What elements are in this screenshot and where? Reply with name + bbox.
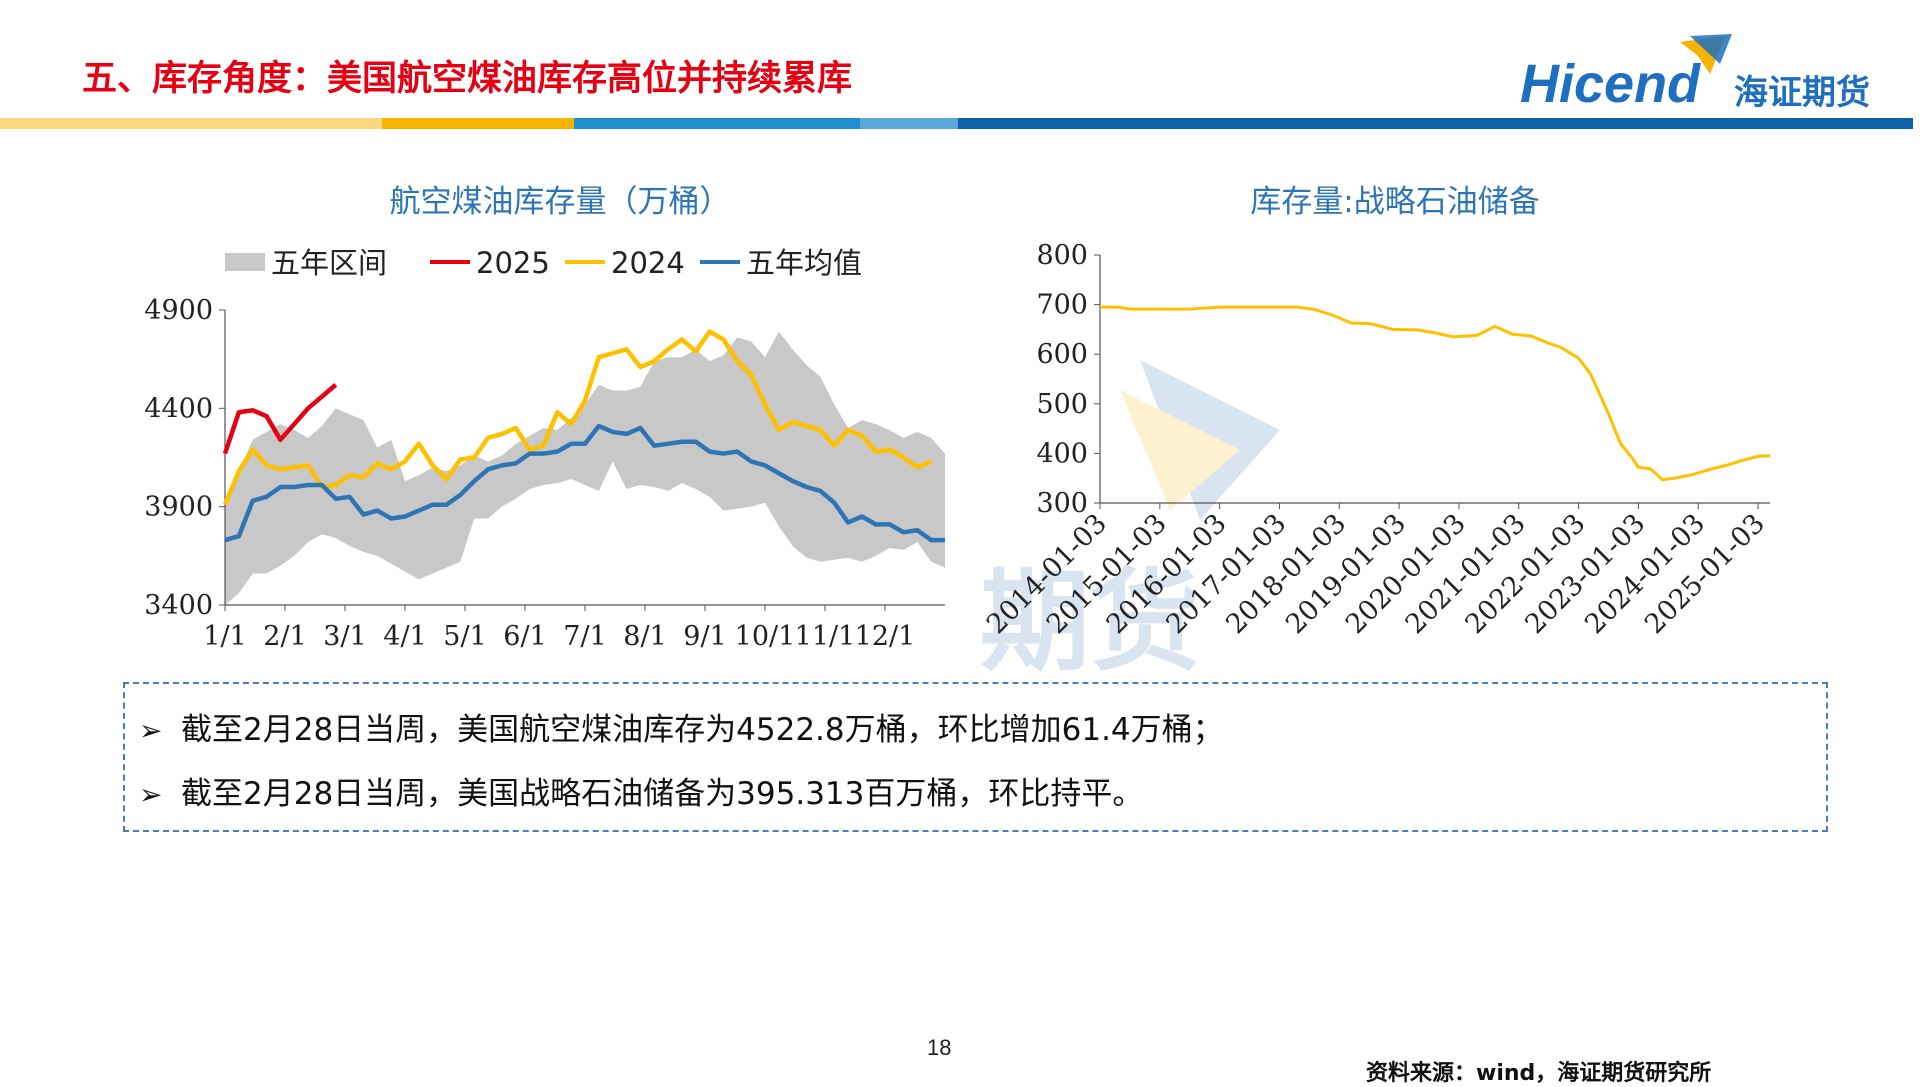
legend-label: 五年区间 [271, 246, 387, 280]
x-tick-label: 5/1 [443, 621, 486, 652]
x-tick-label: 3/1 [323, 621, 366, 652]
brand-cn: 海证期货 [1734, 73, 1870, 113]
arrow-bullet-icon: ➢ [139, 778, 163, 811]
legend-label: 五年均值 [746, 246, 862, 280]
legend-label: 2024 [611, 246, 685, 280]
y-tick-label: 700 [1036, 290, 1088, 321]
summary-box: ➢ 截至2月28日当周，美国航空煤油库存为4522.8万桶，环比增加61.4万桶；… [123, 682, 1828, 832]
x-tick-label: 8/1 [623, 621, 666, 652]
note-text: 截至2月28日当周，美国战略石油储备为395.313百万桶，环比持平。 [181, 776, 1144, 812]
y-tick-label: 300 [1036, 488, 1088, 519]
y-tick-label: 500 [1036, 389, 1088, 420]
x-tick-label: 6/1 [503, 621, 546, 652]
series-line-2025 [222, 383, 338, 455]
x-tick-label: 2/1 [263, 621, 306, 652]
spr-series-line [1100, 305, 1770, 482]
note-item-1: ➢ 截至2月28日当周，美国航空煤油库存为4522.8万桶，环比增加61.4万桶； [139, 704, 1224, 749]
page-number: 18 [927, 1035, 952, 1060]
series-line-五年均值 [224, 423, 945, 543]
hicend-logo: Hicend 海证期货 [1520, 34, 1900, 120]
header-rule [0, 118, 1913, 129]
y-tick-label: 3400 [144, 590, 213, 621]
note-text: 截至2月28日当周，美国航空煤油库存为4522.8万桶，环比增加61.4万桶； [181, 712, 1224, 748]
x-tick-label: 11/1 [795, 621, 856, 652]
x-tick-label: 4/1 [383, 621, 426, 652]
y-tick-label: 4900 [144, 295, 213, 326]
y-tick-label: 600 [1036, 339, 1088, 370]
arrow-bullet-icon: ➢ [139, 714, 163, 747]
x-tick-label: 9/1 [683, 621, 726, 652]
jet-fuel-inventory-chart: 航空煤油库存量（万桶） 五年区间 2025 2024 五年均值 3400 3900 4400 4… [140, 170, 980, 670]
legend-swatch-band [225, 253, 265, 271]
x-tick-label: 1/1 [203, 621, 246, 652]
x-tick-label: 10/1 [735, 621, 796, 652]
x-tick-label: 12/1 [855, 621, 916, 652]
spr-inventory-chart: 库存量:战略石油储备 300 400 500 600 700 800 2014-01-03 20… [981, 170, 1800, 670]
slide-title: 五、库存角度：美国航空煤油库存高位并持续累库 [82, 59, 853, 99]
y-tick-label: 400 [1036, 438, 1088, 469]
note-item-2: ➢ 截至2月28日当周，美国战略石油储备为395.313百万桶，环比持平。 [139, 768, 1143, 813]
x-tick-label: 7/1 [563, 621, 606, 652]
chart-title: 航空煤油库存量（万桶） [390, 184, 731, 220]
brand-en: Hicend [1520, 54, 1701, 114]
legend-label: 2025 [476, 246, 550, 280]
y-tick-label: 3900 [144, 492, 213, 523]
source-note: 资料来源：wind，海证期货研究所 [1366, 1061, 1712, 1086]
five-year-range-band [225, 331, 945, 605]
chart-title: 库存量:战略石油储备 [1250, 184, 1539, 220]
y-tick-label: 800 [1036, 240, 1088, 271]
series-line-2024 [222, 329, 933, 506]
y-tick-label: 4400 [144, 393, 213, 424]
